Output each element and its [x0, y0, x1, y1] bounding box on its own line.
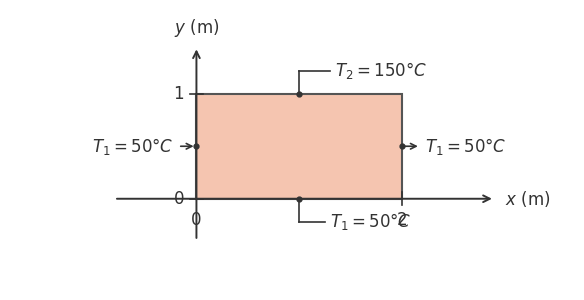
Text: $T_2 = 150°C$: $T_2 = 150°C$	[335, 60, 427, 81]
Text: 0: 0	[173, 190, 184, 208]
Text: 2: 2	[397, 211, 408, 229]
Text: $T_1 = 50°C$: $T_1 = 50°C$	[330, 211, 412, 232]
Bar	[196, 94, 402, 199]
Text: $T_1 = 50°C$: $T_1 = 50°C$	[92, 136, 174, 157]
Text: $y$ (m): $y$ (m)	[174, 17, 219, 39]
Text: 0: 0	[191, 211, 201, 229]
Text: $x$ (m): $x$ (m)	[505, 189, 550, 209]
Text: $T_1 = 50°C$: $T_1 = 50°C$	[425, 136, 506, 157]
Text: 1: 1	[173, 85, 184, 103]
